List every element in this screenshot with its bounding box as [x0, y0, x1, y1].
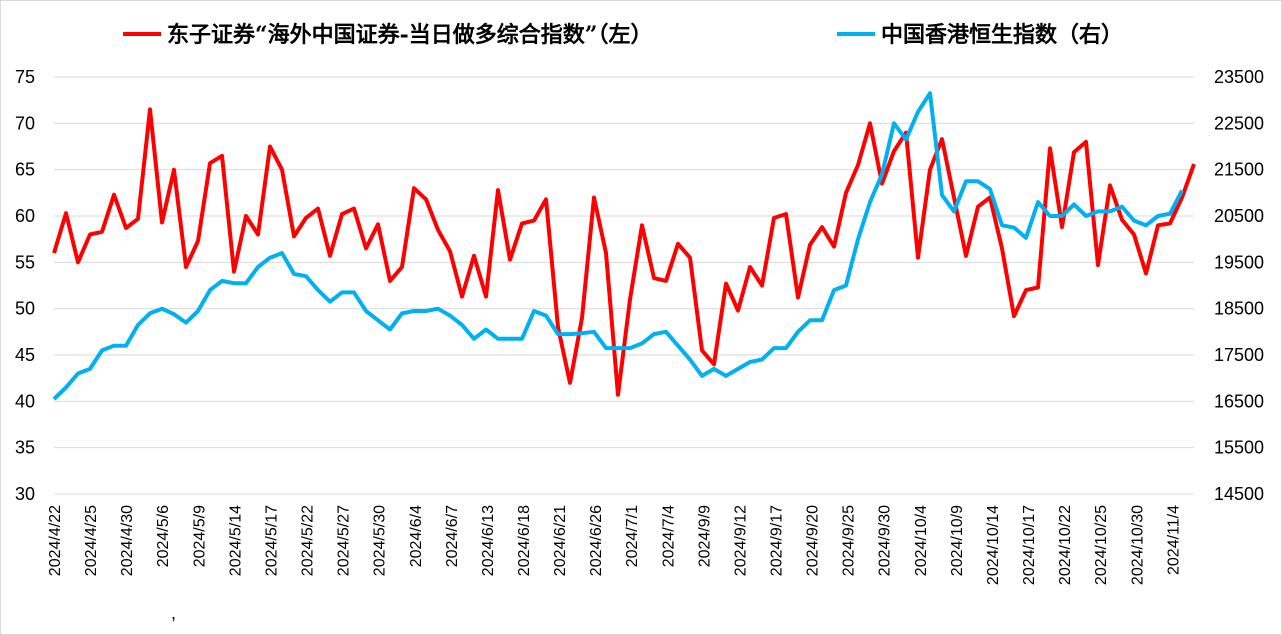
y-left-tick-label: 60 [15, 206, 35, 226]
x-tick-label: 2024/7/4 [660, 505, 677, 567]
x-tick-label: 2024/10/30 [1129, 505, 1146, 585]
x-tick-label: 2024/6/7 [444, 505, 461, 567]
x-tick-label: 2024/5/27 [336, 505, 353, 576]
x-tick-label: 2024/9/20 [805, 505, 822, 576]
stray-comma-mark: , [171, 603, 176, 623]
y-right-tick-label: 19500 [1214, 252, 1264, 272]
y-left-tick-label: 35 [15, 438, 35, 458]
x-tick-label: 2024/10/4 [913, 505, 930, 576]
x-tick-label: 2024/9/9 [696, 505, 713, 567]
x-tick-label: 2024/4/25 [83, 505, 100, 576]
x-tick-label: 2024/7/1 [624, 505, 641, 567]
y-left-tick-label: 50 [15, 299, 35, 319]
y-left-tick-label: 45 [15, 345, 35, 365]
y-left-tick-label: 30 [15, 484, 35, 504]
x-tick-label: 2024/5/9 [191, 505, 208, 567]
y-right-tick-label: 17500 [1214, 345, 1264, 365]
x-tick-label: 2024/10/14 [985, 505, 1002, 585]
y-left-tick-label: 75 [15, 67, 35, 87]
x-axis: 2024/4/22 2024/4/25 2024/4/30 2024/5/6 2024/… [47, 505, 1182, 585]
x-tick-label: 2024/6/4 [408, 505, 425, 567]
y-left-tick-label: 65 [15, 160, 35, 180]
y-right-tick-label: 20500 [1214, 206, 1264, 226]
x-tick-label: 2024/4/30 [119, 505, 136, 576]
y-right-tick-label: 14500 [1214, 484, 1264, 504]
x-tick-label: 2024/10/25 [1093, 505, 1110, 585]
x-tick-label: 2024/11/4 [1165, 505, 1182, 575]
y-axis-right: 14500 15500 16500 17500 18500 19500 20500 21500… [1214, 67, 1264, 504]
legend-label-left-series: 东子证券“海外中国证券-当日做多综合指数”（左） [167, 22, 652, 48]
x-tick-label: 2024/9/17 [769, 505, 786, 576]
y-right-tick-label: 21500 [1214, 160, 1264, 180]
x-tick-label: 2024/6/18 [516, 505, 533, 576]
x-tick-label: 2024/9/12 [732, 505, 749, 576]
y-left-tick-label: 40 [15, 391, 35, 411]
y-right-tick-label: 18500 [1214, 299, 1264, 319]
x-tick-label: 2024/5/14 [227, 505, 244, 576]
legend-label-right-series: 中国香港恒生指数（右） [881, 22, 1123, 48]
x-tick-label: 2024/4/22 [47, 505, 64, 576]
x-tick-label: 2024/5/30 [372, 505, 389, 576]
x-tick-label: 2024/6/13 [480, 505, 497, 576]
series [52, 91, 1196, 401]
y-right-tick-label: 15500 [1214, 438, 1264, 458]
gridlines [54, 76, 1194, 495]
legend: 东子证券“海外中国证券-当日做多综合指数”（左） 中国香港恒生指数（右） [123, 22, 1123, 48]
series-line-right [52, 91, 1184, 401]
y-right-tick-label: 22500 [1214, 113, 1264, 133]
y-right-tick-label: 16500 [1214, 391, 1264, 411]
x-tick-label: 2024/10/9 [949, 505, 966, 576]
x-tick-label: 2024/10/22 [1057, 505, 1074, 585]
y-left-tick-label: 55 [15, 252, 35, 272]
y-left-tick-label: 70 [15, 113, 35, 133]
y-right-tick-label: 23500 [1214, 67, 1264, 87]
x-tick-label: 2024/6/26 [588, 505, 605, 576]
x-tick-label: 2024/5/17 [264, 505, 281, 576]
y-axis-left: 30 35 40 45 50 55 60 65 70 75 [15, 67, 35, 504]
x-tick-label: 2024/9/30 [877, 505, 894, 576]
x-tick-label: 2024/5/6 [155, 505, 172, 567]
series-line-left [52, 107, 1196, 397]
x-tick-label: 2024/5/22 [300, 505, 317, 576]
x-tick-label: 2024/6/21 [552, 505, 569, 576]
x-tick-label: 2024/9/25 [841, 505, 858, 576]
x-tick-label: 2024/10/17 [1021, 505, 1038, 585]
